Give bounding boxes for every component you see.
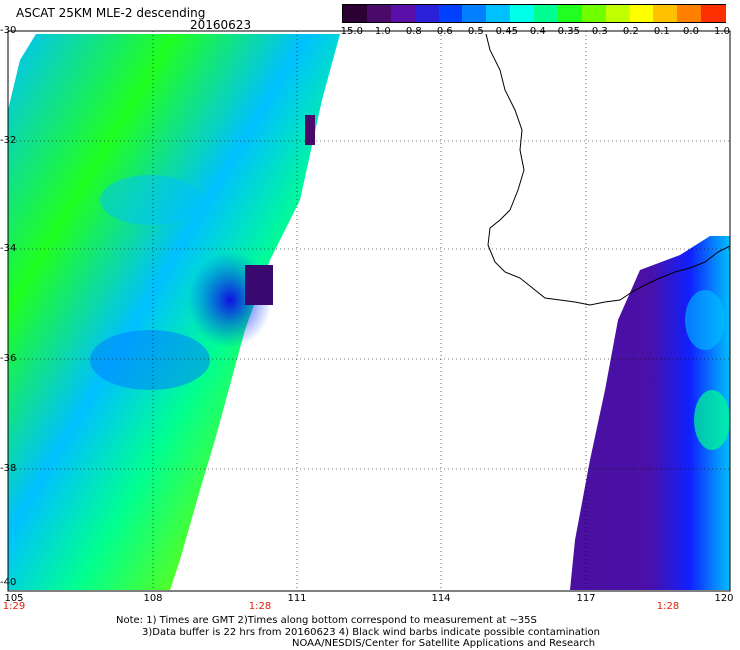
latitude-label: -30	[0, 25, 17, 36]
longitude-label: 114	[431, 593, 451, 604]
longitude-label: 117	[576, 593, 596, 604]
map-frame	[7, 30, 731, 592]
east-cyan-patch-2	[685, 290, 725, 350]
chart-title: ASCAT 25KM MLE-2 descending	[16, 6, 206, 20]
time-label: 1:29	[2, 601, 26, 612]
colorbar-segment	[486, 5, 511, 22]
longitude-label: 120	[714, 593, 734, 604]
colorbar-segment	[414, 5, 440, 22]
latitude-label: -32	[0, 135, 17, 146]
latitude-label: -36	[0, 353, 17, 364]
time-label: 1:28	[248, 601, 272, 612]
swath-edge-dark-2	[245, 265, 273, 305]
west-blue-patch-2	[90, 330, 210, 390]
colorbar-segment	[462, 5, 487, 22]
latitude-label: -34	[0, 243, 17, 254]
note-line-2: 3)Data buffer is 22 hrs from 20160623 4)…	[142, 627, 600, 638]
coastline	[485, 33, 731, 306]
colorbar-segment	[629, 5, 655, 22]
colorbar-segment	[534, 5, 559, 22]
note-line-3: NOAA/NESDIS/Center for Satellite Applica…	[292, 638, 596, 649]
time-label: 1:28	[656, 601, 680, 612]
longitude-label: 108	[143, 593, 163, 604]
colorbar-segment	[510, 5, 535, 22]
west-blue-patch-3	[100, 175, 200, 225]
colorbar-segment	[701, 5, 726, 22]
colorbar-segment	[653, 5, 678, 22]
colorbar-segment	[366, 5, 392, 22]
latitude-label: -40	[0, 577, 17, 588]
lat-lon-grid	[8, 31, 730, 591]
note-line-1: Note: 1) Times are GMT 2)Times along bot…	[116, 615, 537, 626]
colorbar-segment	[677, 5, 702, 22]
colorbar-segment	[438, 5, 464, 22]
longitude-label: 105	[4, 593, 24, 604]
latitude-label: -38	[0, 463, 17, 474]
swath-edge-dark	[305, 115, 315, 145]
longitude-label: 111	[287, 593, 307, 604]
colorbar-segment	[343, 5, 368, 22]
west-swath	[8, 34, 340, 590]
east-cyan-patch	[694, 390, 730, 450]
colorbar-segment	[557, 5, 583, 22]
chart-date: 20160623	[190, 18, 252, 32]
colorbar-segment	[605, 5, 631, 22]
colorbar-segment	[390, 5, 416, 22]
colorbar	[342, 4, 726, 23]
colorbar-segment	[581, 5, 607, 22]
